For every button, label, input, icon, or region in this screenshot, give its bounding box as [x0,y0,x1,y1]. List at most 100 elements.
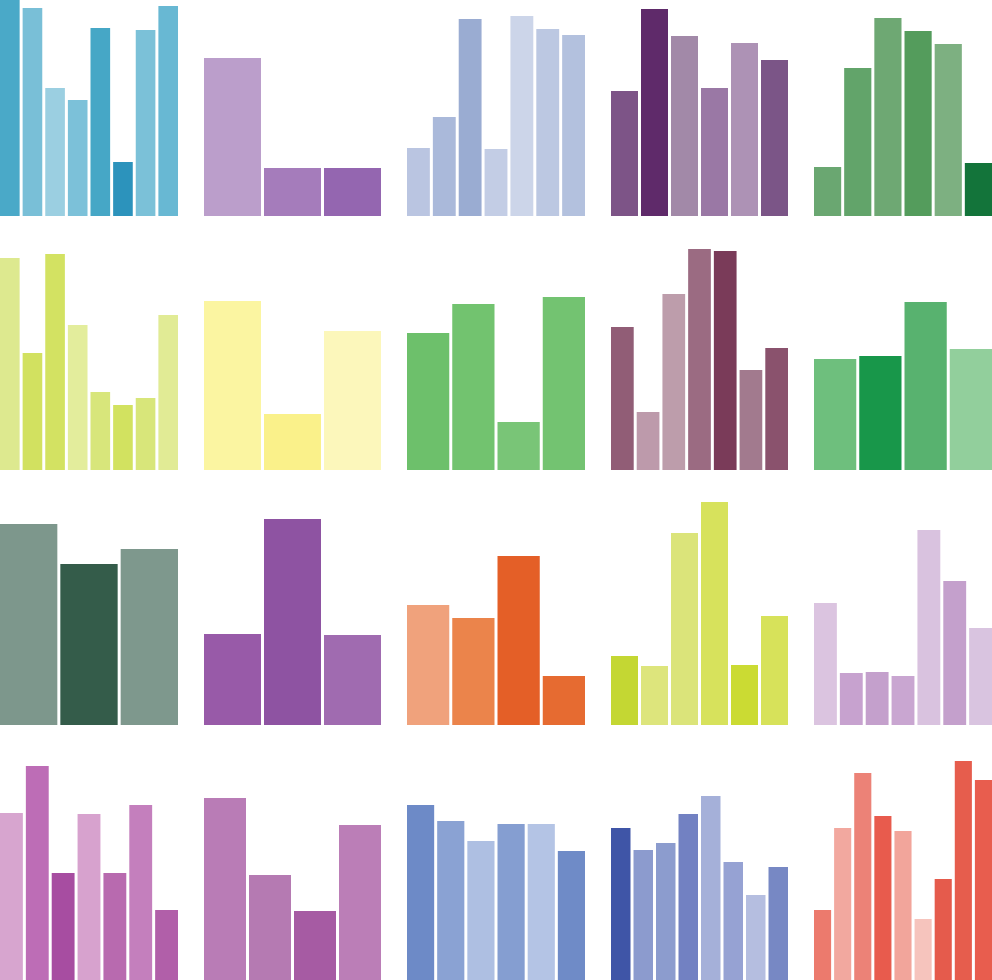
bar [688,249,711,470]
mini-bar-chart-13 [407,556,585,725]
bar [45,254,65,470]
mini-bar-chart-16 [0,766,178,980]
bar [839,673,863,725]
bar [723,862,743,980]
bar [611,828,631,980]
bar [158,315,179,470]
bar [542,676,585,725]
bar [432,117,456,216]
bar [761,616,788,725]
bar [954,761,972,980]
bar [874,18,902,216]
bar [407,805,435,980]
mini-bar-chart-15 [814,530,992,725]
bar [943,581,967,725]
bar [814,910,832,980]
bar [557,851,585,980]
bar [701,796,721,980]
bar [249,875,291,980]
bar [497,556,540,725]
mini-bar-chart-2 [204,58,381,216]
bar [917,530,941,725]
bar [204,634,261,725]
bar [25,766,49,980]
bar [768,867,788,980]
bar [264,519,321,725]
bar [22,8,43,216]
bar [656,843,676,980]
mini-bar-chart-14 [611,502,788,725]
bar [264,414,321,470]
bar [562,35,585,216]
bar [739,370,763,470]
bar [158,6,179,216]
mini-bar-chart-12 [204,519,381,725]
mini-bar-chart-4 [611,9,788,216]
bar [113,162,133,216]
bar [264,168,321,216]
bar [510,16,534,216]
bar [731,665,758,725]
bar [865,672,889,725]
bar [949,349,992,470]
bar [894,831,912,980]
bar [324,331,381,470]
bar [458,19,482,216]
bar [45,88,65,216]
mini-bar-chart-20 [814,761,992,980]
mini-bar-chart-7 [204,301,381,470]
bar [204,301,261,470]
bar [904,302,947,470]
bar [678,814,698,980]
bar [407,333,450,470]
bar [934,879,952,980]
bar [103,873,127,980]
bar [964,163,992,216]
bar [814,167,842,216]
bar [636,412,660,470]
mini-bar-chart-17 [204,798,381,980]
bar [891,676,915,725]
bar [204,798,246,980]
bar [90,28,111,216]
bar [671,36,698,216]
bar [611,327,634,470]
bar [90,392,111,470]
bar [974,780,992,980]
bar [0,524,58,725]
bar [22,353,43,470]
bar [77,814,101,980]
bar [407,148,430,216]
bar [701,502,728,725]
bar [497,824,525,980]
bar [761,60,788,216]
bar [204,58,261,216]
bar [339,825,381,980]
bar [497,422,540,470]
bar [67,325,88,470]
bar [844,68,872,216]
bar [67,100,88,216]
bar [854,773,872,980]
bar [484,149,508,216]
bar [633,850,653,980]
bar [536,29,560,216]
bar [542,297,585,470]
bar [452,304,495,470]
bar [914,919,932,980]
mini-bar-chart-19 [611,796,788,980]
bar [452,618,495,725]
bar [407,605,450,725]
mini-bar-chart-3 [407,16,585,216]
bar [135,30,156,216]
bar [120,549,178,725]
bar [0,258,20,470]
bar [641,666,668,725]
bar [662,294,686,470]
bar [874,816,892,980]
bar [0,813,23,980]
bar [731,43,758,216]
mini-bar-chart-11 [0,524,178,725]
bar [701,88,728,216]
